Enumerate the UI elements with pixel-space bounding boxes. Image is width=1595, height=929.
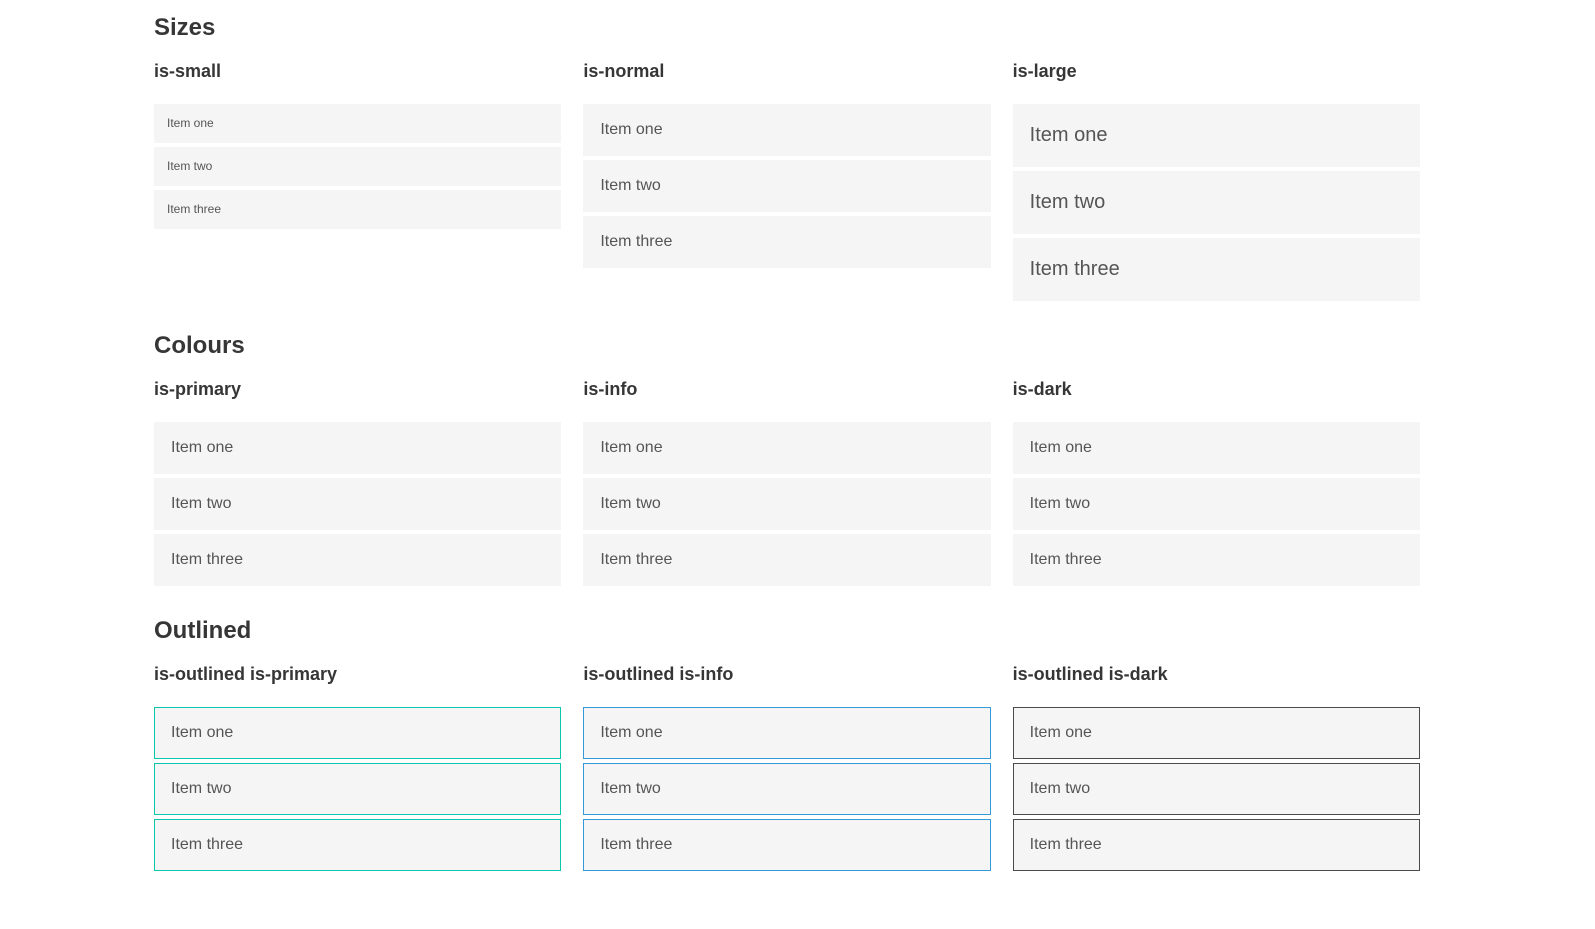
list-item: Item one — [1012, 104, 1420, 167]
list-item: Item one — [583, 422, 991, 474]
column-is-info: is-info Item one Item two Item three — [583, 378, 991, 590]
list-item: Item one — [1012, 707, 1420, 759]
column-is-normal: is-normal Item one Item two Item three — [583, 60, 991, 305]
list-item: Item three — [154, 819, 562, 871]
variant-heading-is-outlined-is-primary: is-outlined is-primary — [154, 664, 338, 684]
column-is-small: is-small Item one Item two Item three — [154, 60, 562, 305]
list-item: Item two — [154, 478, 562, 530]
column-is-dark: is-dark Item one Item two Item three — [1012, 378, 1420, 590]
block-list-info: Item one Item two Item three — [583, 422, 991, 586]
column-is-outlined-is-dark: is-outlined is-dark Item one Item two It… — [1012, 663, 1420, 875]
list-item: Item two — [1012, 171, 1420, 234]
list-item: Item one — [154, 707, 562, 759]
block-list-outlined-info: Item one Item two Item three — [583, 707, 991, 871]
list-item: Item two — [583, 160, 991, 212]
colours-columns: is-primary Item one Item two Item three … — [154, 378, 1420, 590]
section-sizes: Sizes is-small Item one Item two Item th… — [154, 13, 1420, 305]
list-item: Item three — [154, 190, 562, 229]
column-is-primary: is-primary Item one Item two Item three — [154, 378, 562, 590]
section-colours: Colours is-primary Item one Item two Ite… — [154, 331, 1420, 590]
section-outlined: Outlined is-outlined is-primary Item one… — [154, 616, 1420, 875]
variant-heading-is-info: is-info — [583, 379, 638, 399]
block-list-normal: Item one Item two Item three — [583, 104, 991, 268]
list-item: Item three — [154, 534, 562, 586]
list-item: Item three — [583, 216, 991, 268]
variant-heading-is-dark: is-dark — [1012, 379, 1072, 399]
block-list-outlined-dark: Item one Item two Item three — [1012, 707, 1420, 871]
variant-heading-is-normal: is-normal — [583, 61, 665, 81]
list-item: Item two — [1012, 763, 1420, 815]
list-item: Item one — [154, 104, 562, 143]
column-is-outlined-is-info: is-outlined is-info Item one Item two It… — [583, 663, 991, 875]
section-title-outlined: Outlined — [154, 617, 252, 644]
list-item: Item two — [1012, 478, 1420, 530]
list-item: Item three — [583, 819, 991, 871]
variant-heading-is-outlined-is-dark: is-outlined is-dark — [1012, 664, 1168, 684]
block-list-primary: Item one Item two Item three — [154, 422, 562, 586]
list-item: Item one — [1012, 422, 1420, 474]
block-list-large: Item one Item two Item three — [1012, 104, 1420, 301]
sizes-columns: is-small Item one Item two Item three is… — [154, 60, 1420, 305]
list-item: Item two — [583, 478, 991, 530]
list-item: Item two — [583, 763, 991, 815]
variant-heading-is-outlined-is-info: is-outlined is-info — [583, 664, 734, 684]
list-item: Item two — [154, 147, 562, 186]
outlined-columns: is-outlined is-primary Item one Item two… — [154, 663, 1420, 875]
section-title-sizes: Sizes — [154, 14, 216, 41]
list-item: Item two — [154, 763, 562, 815]
variant-heading-is-large: is-large — [1012, 61, 1077, 81]
section-title-colours: Colours — [154, 332, 245, 359]
block-list-small: Item one Item two Item three — [154, 104, 562, 229]
list-item: Item one — [154, 422, 562, 474]
list-item: Item three — [1012, 534, 1420, 586]
list-item: Item three — [1012, 238, 1420, 301]
block-list-dark: Item one Item two Item three — [1012, 422, 1420, 586]
list-item: Item one — [583, 104, 991, 156]
column-is-outlined-is-primary: is-outlined is-primary Item one Item two… — [154, 663, 562, 875]
block-list-outlined-primary: Item one Item two Item three — [154, 707, 562, 871]
list-item: Item three — [583, 534, 991, 586]
list-item: Item three — [1012, 819, 1420, 871]
list-item: Item one — [583, 707, 991, 759]
variant-heading-is-primary: is-primary — [154, 379, 242, 399]
column-is-large: is-large Item one Item two Item three — [1012, 60, 1420, 305]
variant-heading-is-small: is-small — [154, 61, 222, 81]
